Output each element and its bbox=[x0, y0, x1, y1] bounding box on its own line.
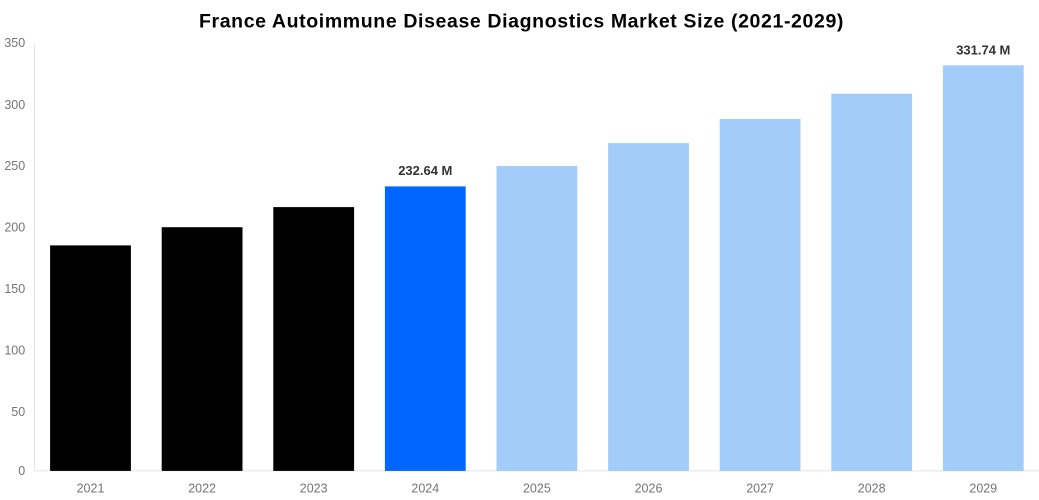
svg-text:50: 50 bbox=[11, 405, 25, 419]
svg-text:2023: 2023 bbox=[300, 481, 328, 495]
svg-text:331.74 M: 331.74 M bbox=[956, 43, 1010, 58]
svg-text:2025: 2025 bbox=[523, 481, 551, 495]
svg-text:200: 200 bbox=[4, 221, 25, 235]
svg-text:2024: 2024 bbox=[411, 481, 439, 495]
svg-text:300: 300 bbox=[4, 98, 25, 112]
svg-text:150: 150 bbox=[4, 282, 25, 296]
svg-text:2026: 2026 bbox=[635, 481, 663, 495]
svg-text:350: 350 bbox=[4, 36, 25, 50]
svg-text:2027: 2027 bbox=[746, 481, 774, 495]
svg-text:2022: 2022 bbox=[188, 481, 216, 495]
svg-text:250: 250 bbox=[4, 159, 25, 173]
svg-text:2029: 2029 bbox=[969, 481, 997, 495]
svg-text:0: 0 bbox=[18, 464, 25, 478]
svg-text:232.64 M: 232.64 M bbox=[398, 163, 452, 178]
svg-text:France Autoimmune Disease Diag: France Autoimmune Disease Diagnostics Ma… bbox=[199, 11, 844, 33]
svg-text:2021: 2021 bbox=[77, 481, 105, 495]
svg-text:2028: 2028 bbox=[858, 481, 886, 495]
svg-text:100: 100 bbox=[4, 343, 25, 357]
